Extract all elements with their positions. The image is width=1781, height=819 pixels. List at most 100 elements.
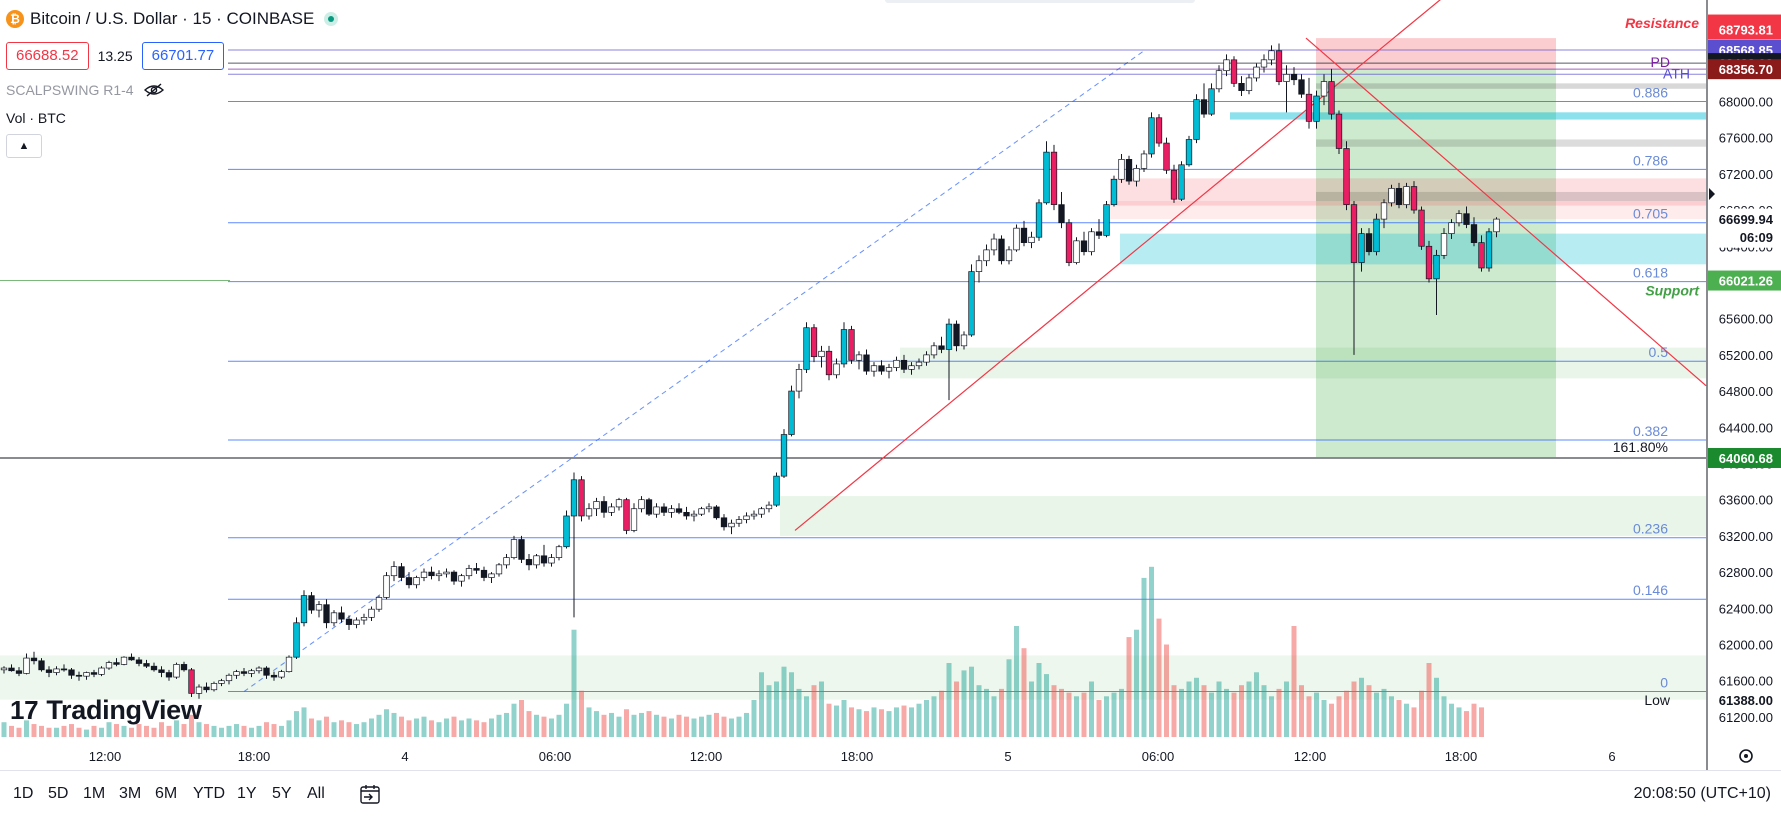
calendar-range-icon[interactable] (359, 783, 381, 805)
candle (315, 601, 323, 618)
volume-bar (1261, 685, 1267, 737)
candle-body (893, 359, 900, 368)
timeframe-5d[interactable]: 5D (48, 785, 69, 802)
time-axis[interactable]: 12:00 18:00 4 06:00 12:00 18:00 5 06:00 12:00 18:… (89, 749, 1753, 764)
candle (143, 659, 150, 669)
candle (293, 617, 300, 659)
timeframe-1m[interactable]: 1M (83, 785, 106, 802)
fib-retracement[interactable]: 0.886 0.786 0.705 0.618 0.5 0.382 0.236 0.146 0 (228, 49, 1706, 693)
candle (833, 358, 840, 379)
volume-bar (1254, 672, 1259, 737)
gear-ring (1739, 749, 1753, 763)
timeframe-1d[interactable]: 1D (13, 785, 34, 802)
settings-gear-icon[interactable] (1739, 749, 1753, 763)
candle-body (1245, 77, 1253, 91)
timeframe-all[interactable]: All (307, 785, 325, 802)
volume-bar (774, 681, 779, 737)
candle-body (743, 515, 750, 520)
price-tick-label: 64400.00 (1719, 420, 1773, 435)
indicator-name: SCALPSWING R1-4 (6, 82, 134, 98)
candle-body (83, 672, 90, 677)
time-tick-label: 5 (1004, 749, 1011, 764)
candle-body (60, 668, 68, 671)
tradingview-logo[interactable]: 17 TradingView (10, 695, 202, 726)
candle (1163, 137, 1170, 174)
volume-bar (789, 672, 794, 737)
volume-bar (646, 711, 652, 737)
volume-bar (429, 720, 434, 737)
sell-price-button[interactable]: 66688.52 (6, 42, 89, 70)
timeframe-3m[interactable]: 3M (119, 785, 142, 802)
candle (953, 320, 960, 352)
volume-legend[interactable]: Vol · BTC (6, 110, 66, 126)
timeframe-6m[interactable]: 6M (155, 785, 178, 802)
volume-bar (1389, 696, 1394, 737)
volume-bar (706, 714, 712, 737)
timeframe-ytd[interactable]: YTD (193, 785, 225, 802)
volume-bar (654, 714, 659, 737)
candle (75, 671, 83, 681)
volume-bar (1209, 692, 1214, 737)
chevron-up-icon[interactable]: ▲ (6, 134, 42, 158)
top-handle[interactable] (885, 0, 1195, 3)
candle (1440, 228, 1448, 259)
volume-bar (1344, 690, 1349, 737)
candle (810, 324, 818, 363)
price-tag-label: 66699.94 (1719, 212, 1774, 227)
volume-bar (174, 720, 179, 737)
uptrend-line (794, 0, 1441, 531)
indicator-legend[interactable]: SCALPSWING R1-4 (6, 82, 338, 98)
candle (773, 472, 780, 507)
candle (1290, 67, 1298, 86)
candle (990, 233, 998, 256)
volume-bar (1269, 696, 1274, 737)
volume-bar (1291, 626, 1297, 737)
timeframe-1y[interactable]: 1Y (237, 785, 257, 802)
candle-body (390, 566, 398, 577)
candle-body (323, 604, 330, 624)
candle (983, 244, 990, 267)
clock-timezone[interactable]: 20:08:50 (UTC+10) (1633, 785, 1771, 802)
time-tick-label: 6 (1608, 749, 1615, 764)
volume-bar (699, 716, 704, 737)
eye-hidden-icon[interactable] (143, 83, 164, 97)
volume-bar (324, 716, 329, 737)
candle (1238, 76, 1245, 97)
candle-body (398, 566, 405, 578)
candle (480, 566, 488, 582)
price-tick-label: 67200.00 (1719, 167, 1773, 182)
candle (1178, 161, 1185, 202)
volume-bar (976, 685, 982, 737)
trend-lines[interactable] (794, 0, 1707, 531)
candle-body (308, 595, 315, 611)
volume-bar (549, 718, 554, 737)
timeframe-5y[interactable]: 5Y (272, 785, 292, 802)
candle (443, 568, 450, 578)
volume-bar (946, 663, 952, 737)
candle-body (120, 656, 128, 665)
symbol-title[interactable]: ₿ Bitcoin / U.S. Dollar · 15 · COINBASE (6, 8, 339, 30)
candle (413, 575, 420, 589)
volume-bar (444, 718, 449, 737)
candle-body (1095, 231, 1103, 236)
volume-bar (1449, 703, 1454, 737)
buy-price-button[interactable]: 66701.77 (141, 42, 225, 70)
volume-bar (99, 727, 104, 737)
candle (360, 613, 368, 625)
volume-bar (1314, 692, 1319, 737)
volume-bar (639, 712, 644, 737)
candle (713, 505, 720, 520)
price-axis[interactable]: 61200.00 61600.00 62000.00 62400.00 62800.00… (1706, 0, 1781, 770)
volume-bar (601, 714, 607, 737)
candle-body (848, 329, 855, 361)
volume-bar (714, 712, 719, 737)
candle (750, 510, 758, 520)
candle-body (345, 618, 353, 625)
candle-body (1155, 117, 1163, 144)
candle-body (480, 569, 488, 578)
candle-body (983, 249, 990, 262)
volume-bar (924, 700, 929, 737)
candle (135, 657, 143, 667)
